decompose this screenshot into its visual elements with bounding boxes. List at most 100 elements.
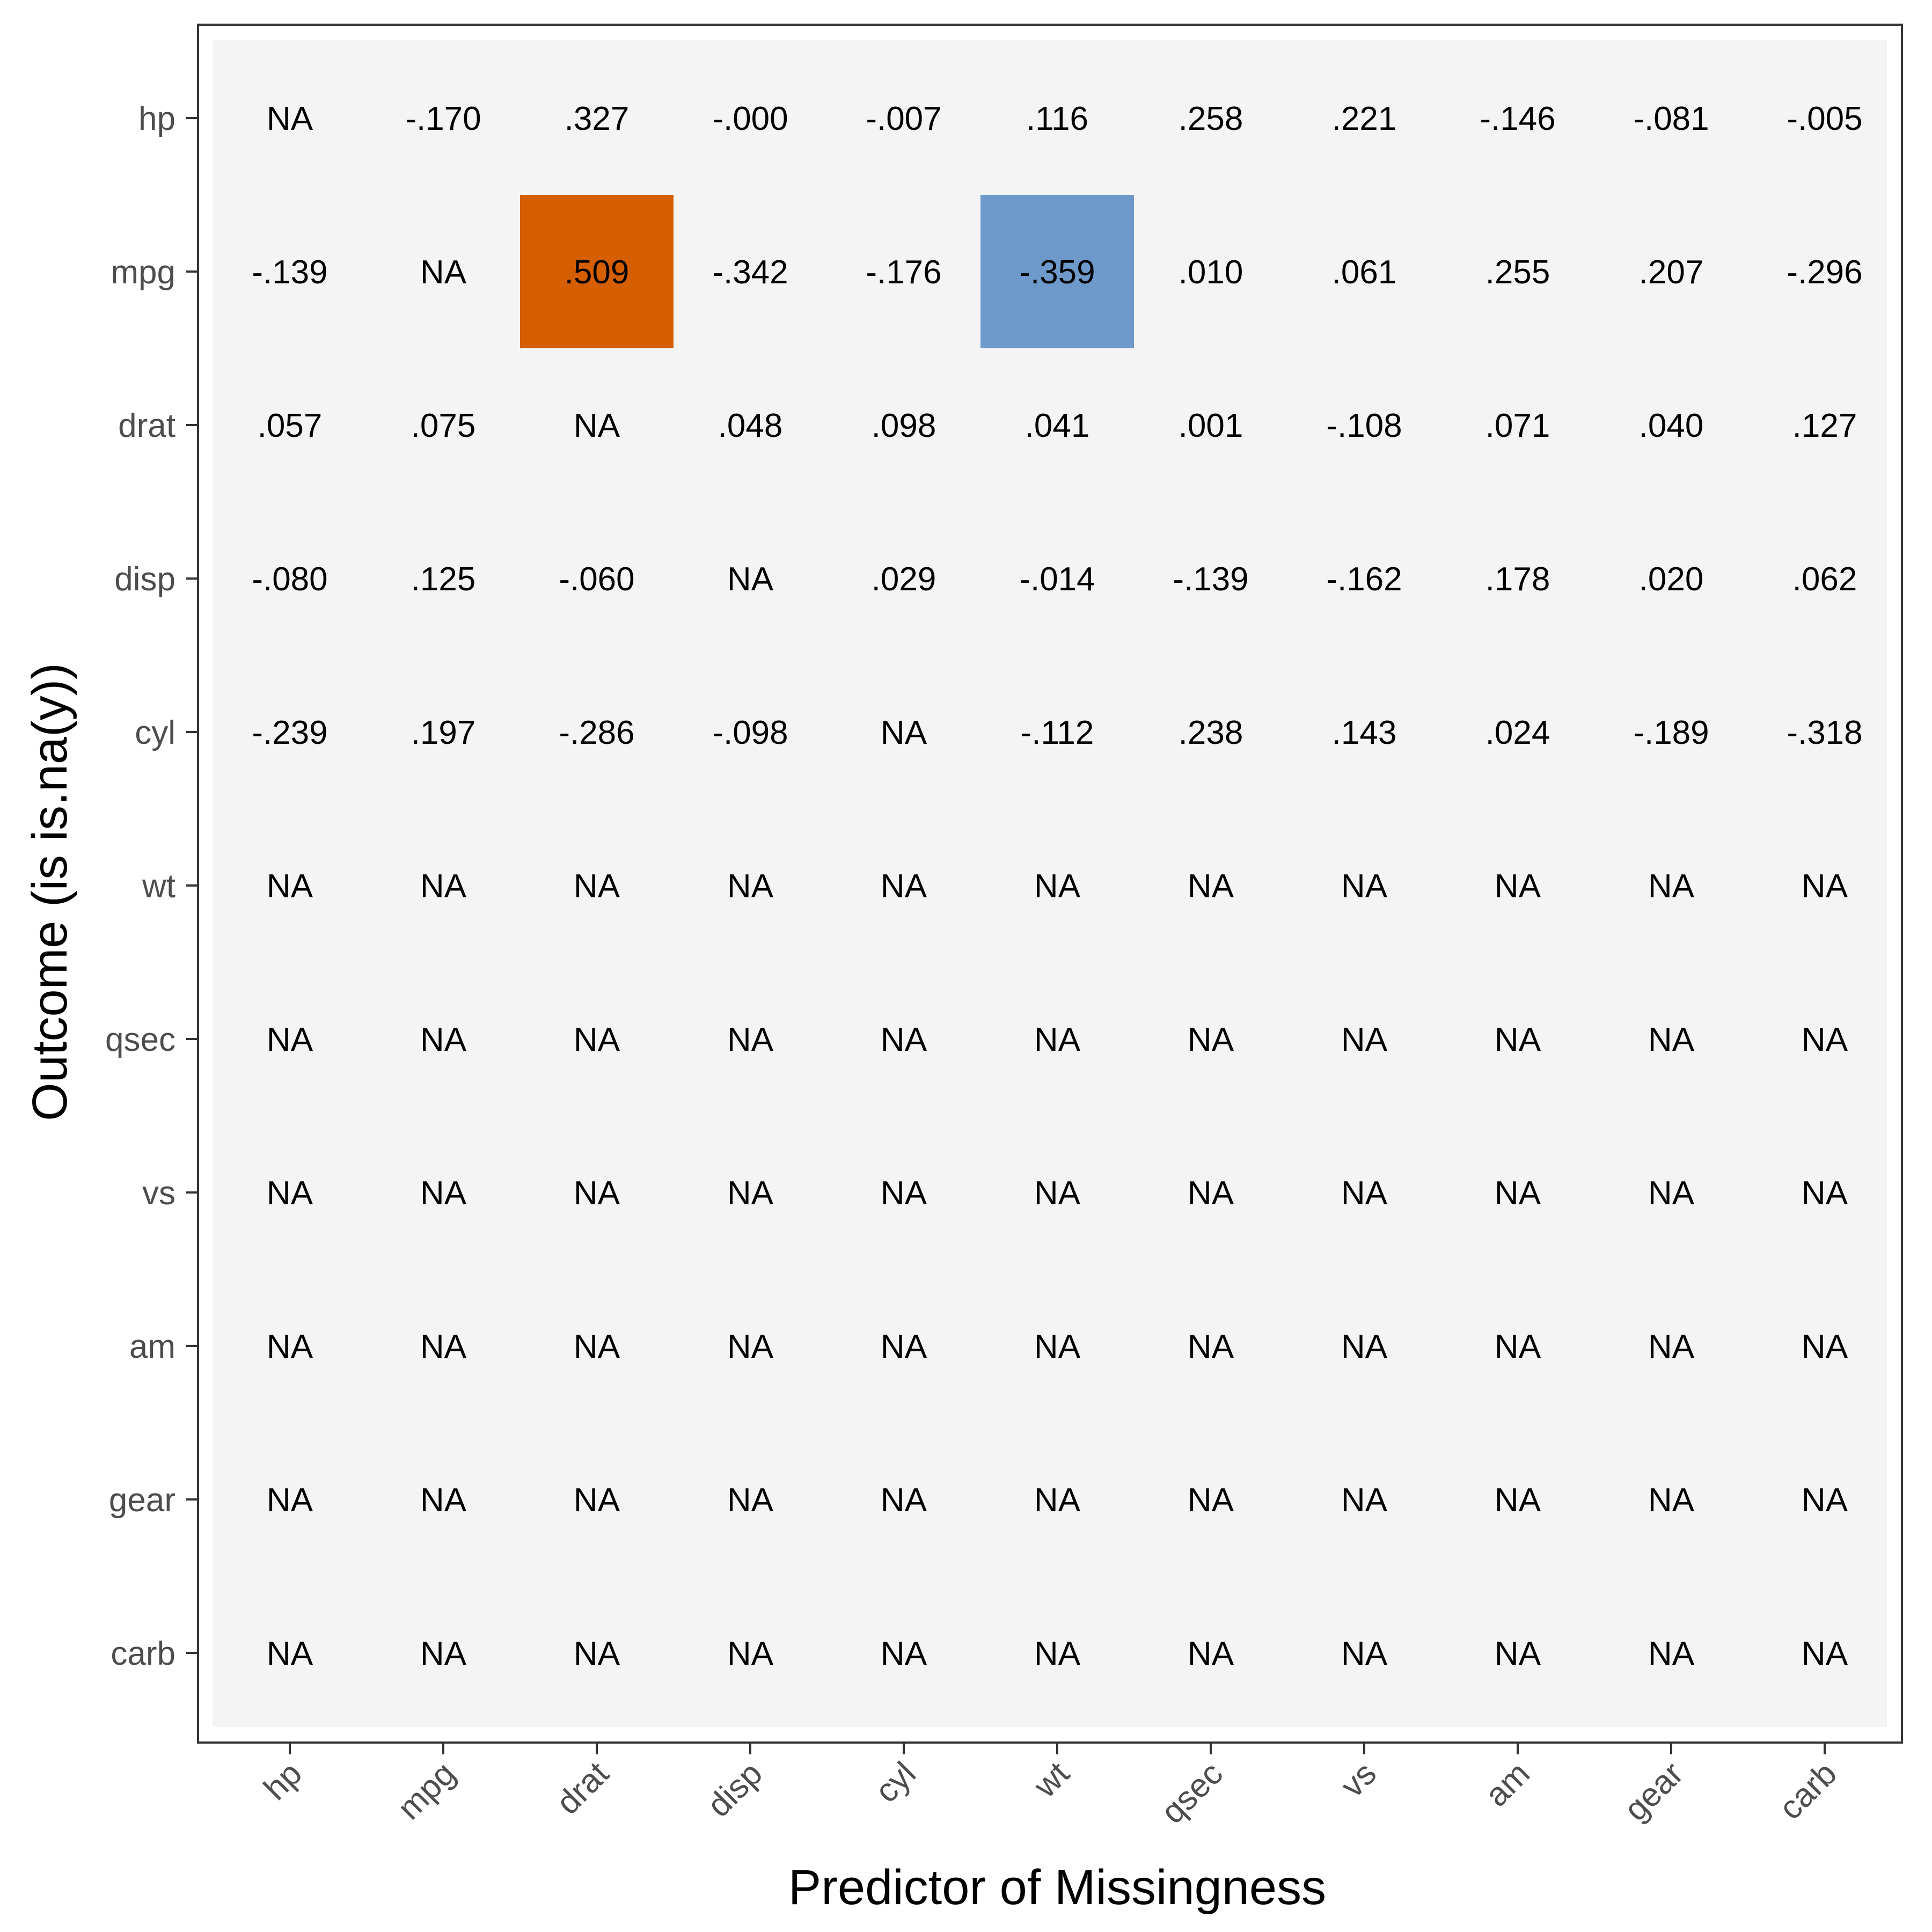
cell-label-drat-drat: NA	[574, 407, 620, 444]
cell-label-cyl-qsec: .238	[1179, 714, 1243, 751]
cell-label-wt-drat: NA	[574, 868, 620, 905]
cell-label-mpg-qsec: .010	[1179, 254, 1243, 291]
cell-label-drat-qsec: .001	[1179, 407, 1243, 444]
cell-label-gear-disp: NA	[727, 1482, 774, 1519]
cell-label-hp-drat: .327	[565, 100, 630, 137]
cell-label-mpg-gear: .207	[1639, 254, 1704, 291]
cell-label-disp-qsec: -.139	[1173, 561, 1248, 598]
cell-label-disp-hp: -.080	[252, 561, 327, 598]
cell-label-drat-cyl: .098	[872, 407, 936, 444]
cell-label-hp-cyl: -.007	[866, 100, 941, 137]
cell-label-am-disp: NA	[727, 1328, 774, 1365]
cell-label-wt-mpg: NA	[420, 868, 467, 905]
cell-label-carb-drat: NA	[574, 1635, 620, 1672]
cell-label-qsec-disp: NA	[727, 1021, 774, 1058]
y-tick-label-vs: vs	[142, 1175, 175, 1212]
cell-label-vs-vs: NA	[1341, 1175, 1388, 1212]
cell-label-hp-wt: .116	[1026, 100, 1088, 137]
cell-label-wt-am: NA	[1495, 868, 1541, 905]
cell-label-mpg-carb: -.296	[1787, 254, 1862, 291]
cell-label-qsec-vs: NA	[1341, 1021, 1388, 1058]
highlight-tile-mpg-drat	[520, 195, 674, 348]
y-tick-label-cyl: cyl	[135, 714, 175, 751]
cell-label-mpg-cyl: -.176	[866, 254, 941, 291]
cell-label-drat-carb: .127	[1792, 407, 1857, 444]
x-tick-label-cyl: cyl	[868, 1755, 923, 1810]
cell-label-cyl-gear: -.189	[1633, 714, 1709, 751]
cell-label-am-wt: NA	[1034, 1328, 1081, 1365]
cell-label-qsec-drat: NA	[574, 1021, 620, 1058]
cell-label-hp-qsec: .258	[1179, 100, 1243, 137]
cell-label-am-drat: NA	[574, 1328, 620, 1365]
x-tick-label-gear: gear	[1617, 1755, 1690, 1828]
cell-label-am-cyl: NA	[881, 1328, 927, 1365]
cell-label-vs-carb: NA	[1802, 1175, 1848, 1212]
cell-label-vs-mpg: NA	[420, 1175, 467, 1212]
cell-label-vs-wt: NA	[1034, 1175, 1081, 1212]
cell-label-hp-am: -.146	[1480, 100, 1555, 137]
cell-label-drat-disp: .048	[718, 407, 783, 444]
y-tick-label-gear: gear	[109, 1482, 175, 1519]
cell-label-drat-vs: -.108	[1326, 407, 1402, 444]
cell-label-vs-qsec: NA	[1188, 1175, 1234, 1212]
cell-label-mpg-disp: -.342	[712, 254, 788, 291]
cell-label-vs-disp: NA	[727, 1175, 774, 1212]
cell-label-mpg-drat: .509	[565, 254, 630, 291]
cell-label-vs-am: NA	[1495, 1175, 1541, 1212]
cell-label-disp-drat: -.060	[559, 561, 634, 598]
cell-label-disp-mpg: .125	[411, 561, 476, 598]
cell-label-gear-vs: NA	[1341, 1482, 1388, 1519]
cell-label-am-carb: NA	[1802, 1328, 1848, 1365]
cell-label-qsec-mpg: NA	[420, 1021, 467, 1058]
cell-label-disp-gear: .020	[1639, 561, 1704, 598]
cell-label-drat-mpg: .075	[411, 407, 476, 444]
cell-label-drat-hp: .057	[258, 407, 323, 444]
cell-label-gear-qsec: NA	[1188, 1482, 1234, 1519]
cell-label-disp-am: .178	[1485, 561, 1550, 598]
cell-label-carb-qsec: NA	[1188, 1635, 1234, 1672]
cell-label-carb-disp: NA	[727, 1635, 774, 1672]
cell-label-cyl-drat: -.286	[559, 714, 634, 751]
x-tick-label-vs: vs	[1334, 1755, 1384, 1805]
cell-label-cyl-cyl: NA	[881, 714, 927, 751]
cell-label-drat-gear: .040	[1639, 407, 1704, 444]
x-tick-label-hp: hp	[257, 1755, 309, 1807]
cell-label-vs-gear: NA	[1648, 1175, 1695, 1212]
cell-label-cyl-vs: .143	[1332, 714, 1397, 751]
x-tick-label-wt: wt	[1027, 1755, 1077, 1805]
cell-label-disp-vs: -.162	[1326, 561, 1402, 598]
cell-label-wt-vs: NA	[1341, 868, 1388, 905]
cell-label-qsec-wt: NA	[1034, 1021, 1081, 1058]
cell-label-disp-disp: NA	[727, 561, 774, 598]
y-tick-label-carb: carb	[111, 1635, 175, 1672]
cell-label-carb-gear: NA	[1648, 1635, 1695, 1672]
cell-label-drat-am: .071	[1485, 407, 1550, 444]
cell-label-hp-gear: -.081	[1633, 100, 1709, 137]
cell-label-qsec-gear: NA	[1648, 1021, 1695, 1058]
cell-label-vs-drat: NA	[574, 1175, 620, 1212]
cell-label-vs-cyl: NA	[881, 1175, 927, 1212]
x-tick-label-qsec: qsec	[1154, 1755, 1230, 1831]
cell-label-qsec-qsec: NA	[1188, 1021, 1234, 1058]
x-tick-label-disp: disp	[700, 1755, 770, 1824]
y-tick-label-drat: drat	[118, 407, 175, 444]
cell-label-hp-disp: -.000	[712, 100, 788, 137]
cell-label-carb-mpg: NA	[420, 1635, 467, 1672]
cell-label-carb-carb: NA	[1802, 1635, 1848, 1672]
cell-label-hp-mpg: -.170	[405, 100, 481, 137]
cell-label-am-vs: NA	[1341, 1328, 1388, 1365]
cell-label-gear-cyl: NA	[881, 1482, 927, 1519]
cell-label-cyl-hp: -.239	[252, 714, 327, 751]
cell-label-hp-vs: .221	[1332, 100, 1397, 137]
cell-label-cyl-disp: -.098	[712, 714, 788, 751]
x-axis-title: Predictor of Missingness	[788, 1860, 1326, 1915]
cell-label-hp-carb: -.005	[1787, 100, 1862, 137]
cell-label-cyl-mpg: .197	[411, 714, 476, 751]
cell-label-am-mpg: NA	[420, 1328, 467, 1365]
cell-label-wt-qsec: NA	[1188, 868, 1234, 905]
cell-label-mpg-vs: .061	[1332, 254, 1397, 291]
cell-label-carb-wt: NA	[1034, 1635, 1081, 1672]
cell-label-disp-cyl: .029	[872, 561, 936, 598]
cell-label-mpg-wt: -.359	[1019, 254, 1095, 291]
